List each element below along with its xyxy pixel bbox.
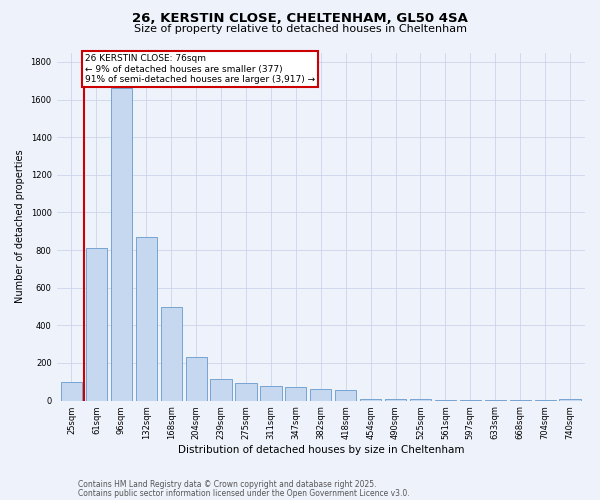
Y-axis label: Number of detached properties: Number of detached properties [15, 150, 25, 304]
Bar [111, 88, 132, 400]
Text: Contains HM Land Registry data © Crown copyright and database right 2025.: Contains HM Land Registry data © Crown c… [78, 480, 377, 489]
Bar [185, 358, 207, 401]
Bar [61, 382, 82, 400]
Bar [285, 388, 307, 400]
Bar [360, 398, 381, 400]
Bar [335, 390, 356, 400]
Text: 26, KERSTIN CLOSE, CHELTENHAM, GL50 4SA: 26, KERSTIN CLOSE, CHELTENHAM, GL50 4SA [132, 12, 468, 26]
Bar [211, 379, 232, 400]
Bar [385, 398, 406, 400]
Bar [260, 386, 281, 400]
Bar [559, 398, 581, 400]
Text: Size of property relative to detached houses in Cheltenham: Size of property relative to detached ho… [133, 24, 467, 34]
Bar [410, 399, 431, 400]
Bar [136, 237, 157, 400]
Bar [310, 390, 331, 400]
Text: 26 KERSTIN CLOSE: 76sqm
← 9% of detached houses are smaller (377)
91% of semi-de: 26 KERSTIN CLOSE: 76sqm ← 9% of detached… [85, 54, 316, 84]
Bar [86, 248, 107, 400]
X-axis label: Distribution of detached houses by size in Cheltenham: Distribution of detached houses by size … [178, 445, 464, 455]
Bar [235, 382, 257, 400]
Bar [161, 306, 182, 400]
Text: Contains public sector information licensed under the Open Government Licence v3: Contains public sector information licen… [78, 489, 410, 498]
